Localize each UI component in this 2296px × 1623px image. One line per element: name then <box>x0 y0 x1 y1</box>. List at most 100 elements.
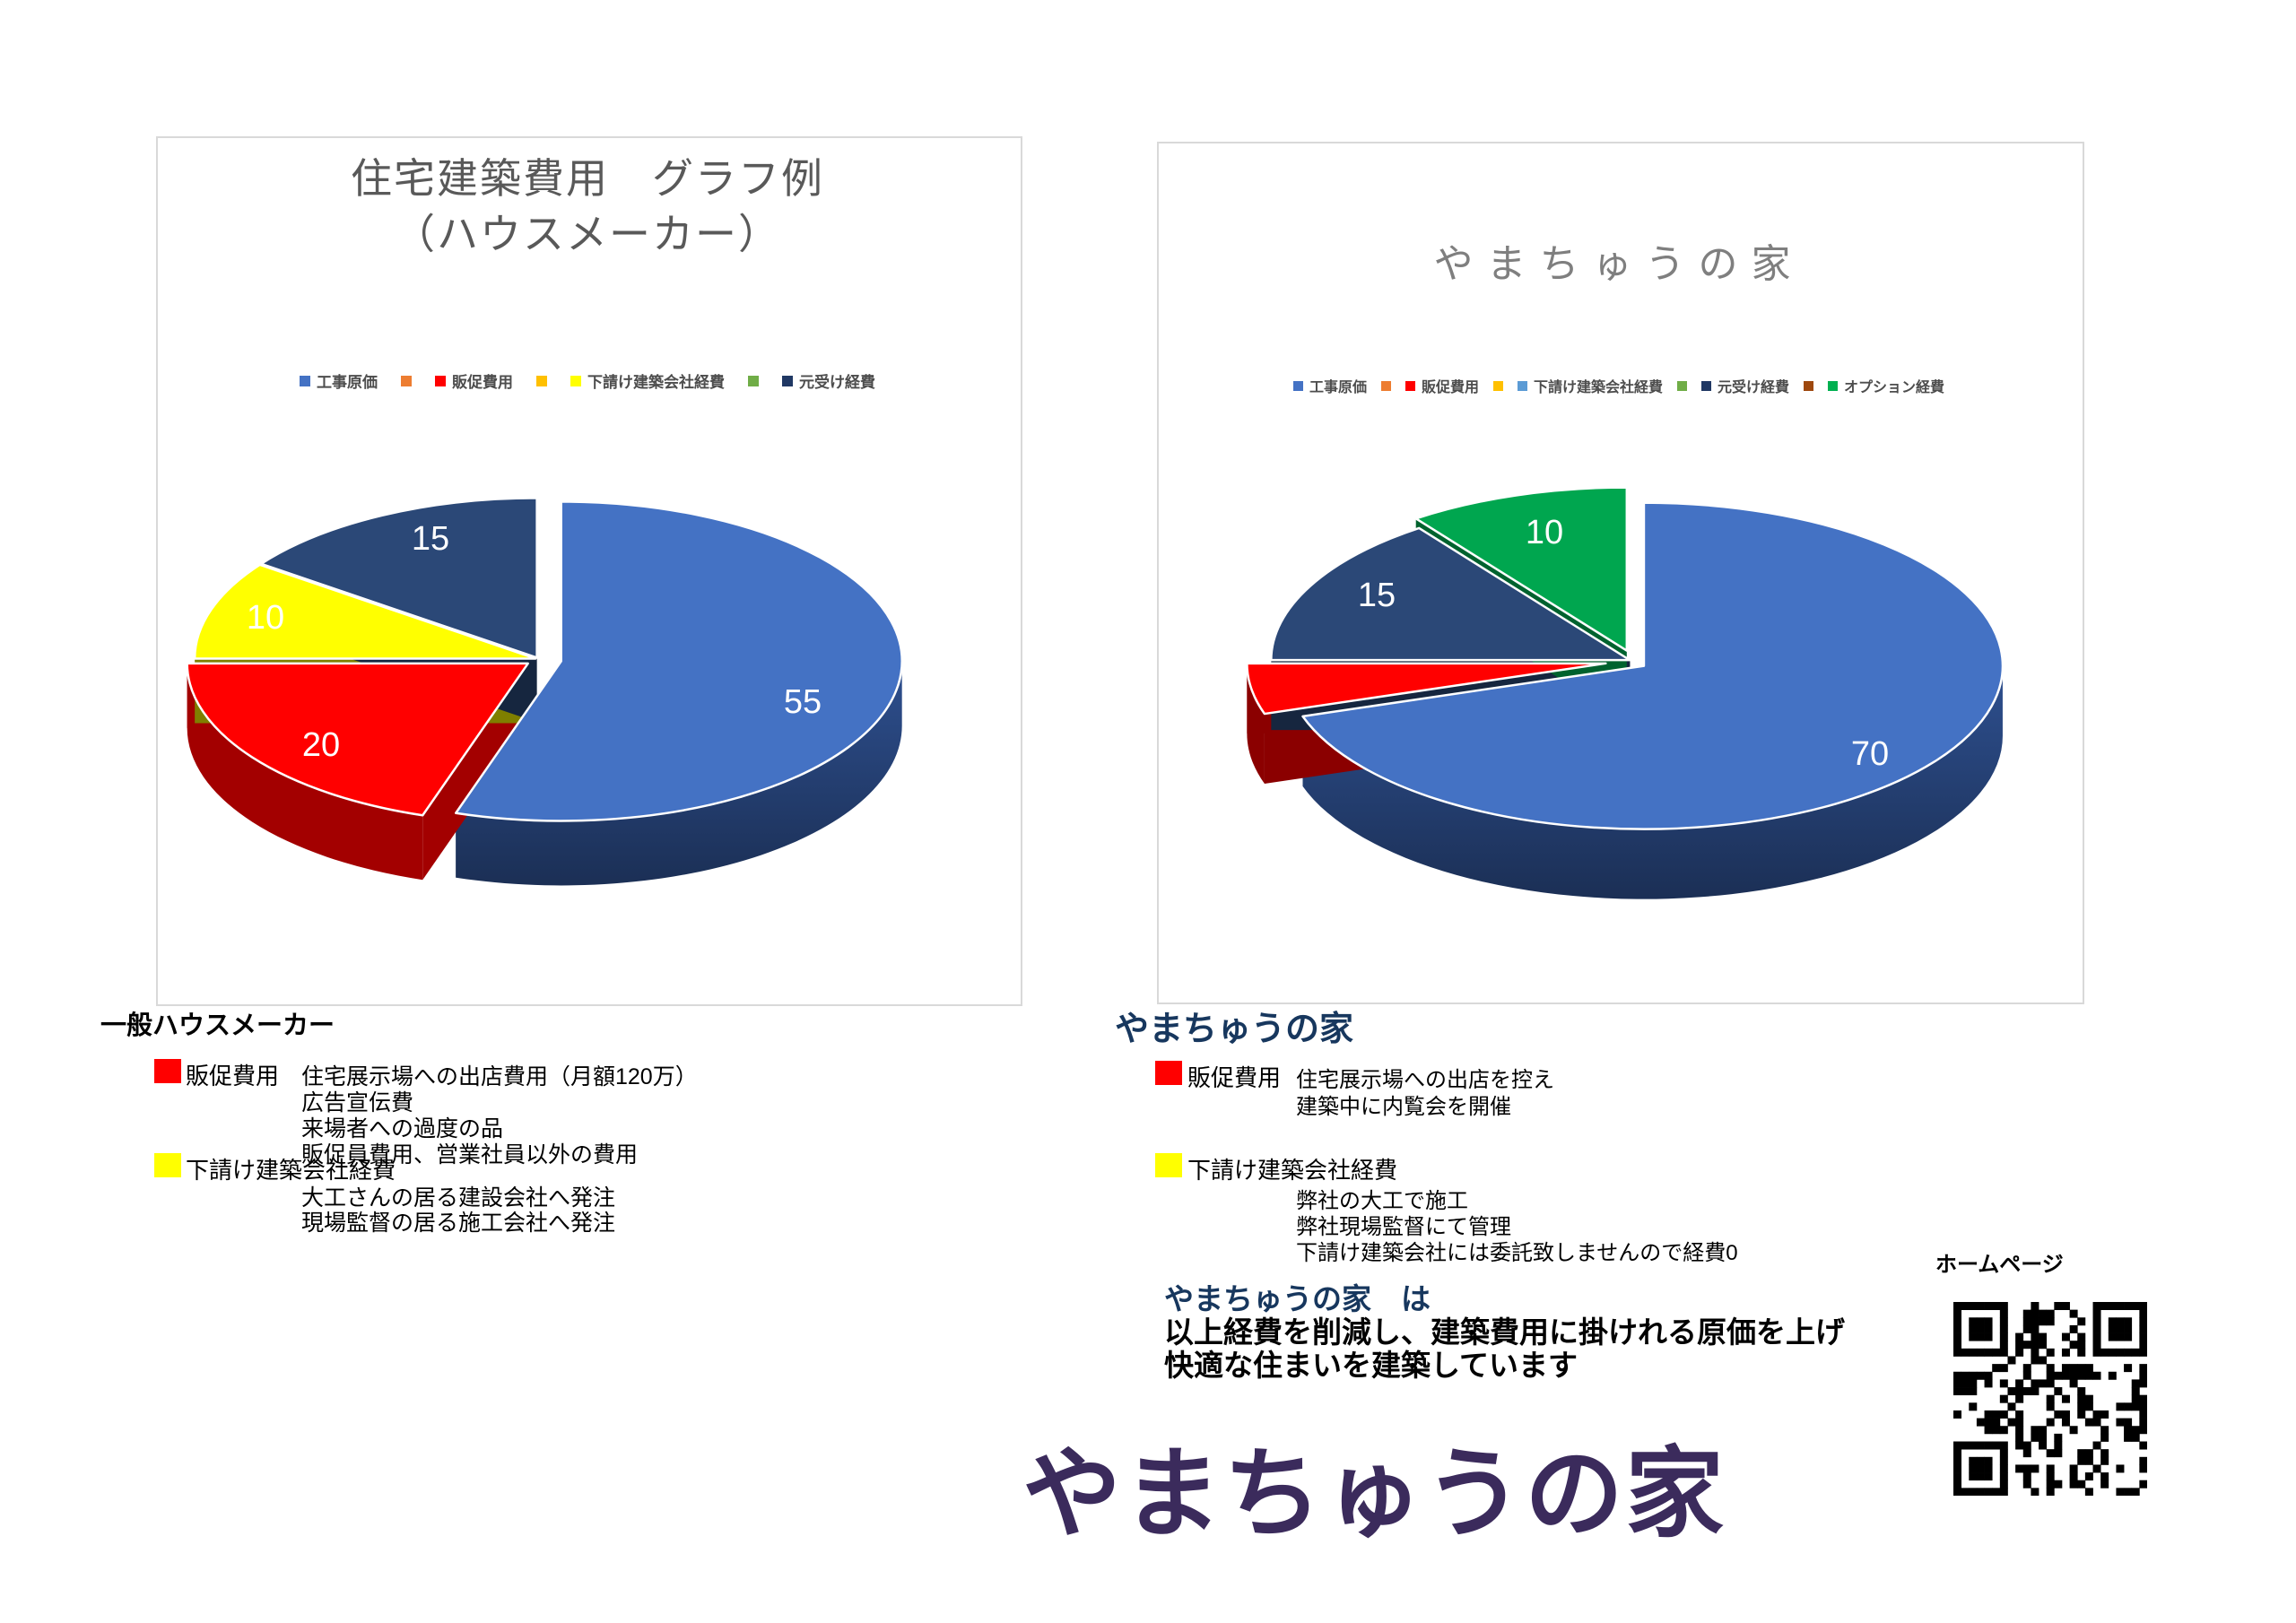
qr-module <box>2077 1480 2086 1488</box>
qr-module <box>1999 1341 2008 1350</box>
qr-module <box>2084 1394 2093 1403</box>
qr-module <box>2022 1449 2031 1458</box>
qr-module <box>1969 1302 1978 1310</box>
qr-module <box>2092 1410 2101 1419</box>
qr-module <box>2084 1456 2093 1465</box>
qr-module <box>1953 1410 1961 1419</box>
qr-module <box>2092 1324 2101 1333</box>
qr-module <box>1999 1364 2008 1373</box>
qr-module <box>2039 1341 2048 1350</box>
qr-module <box>1976 1371 1985 1380</box>
qr-module <box>2139 1332 2147 1341</box>
qr-module <box>2031 1488 2039 1496</box>
qr-module <box>2039 1379 2048 1388</box>
qr-module <box>2022 1387 2031 1396</box>
qr-module <box>1953 1441 1961 1450</box>
qr-module <box>2015 1410 2024 1419</box>
qr-module <box>2139 1480 2147 1488</box>
qr-module <box>2124 1426 2133 1435</box>
qr-module <box>2015 1426 2024 1435</box>
qr-module <box>2031 1433 2039 1442</box>
qr-module <box>1999 1317 2008 1326</box>
qr-module <box>2015 1387 2024 1396</box>
note-label: 販促費用 <box>186 1063 280 1089</box>
qr-module <box>2054 1433 2063 1442</box>
qr-module <box>1969 1456 1978 1465</box>
qr-module <box>2022 1464 2031 1473</box>
qr-module <box>1984 1488 1993 1496</box>
qr-module <box>1961 1348 1970 1357</box>
note-swatch-icon <box>1155 1061 1182 1085</box>
qr-module <box>2069 1324 2078 1333</box>
legend-label: 下請け建築会社経費 <box>1533 380 1663 395</box>
qr-module <box>1976 1317 1985 1326</box>
qr-module <box>1984 1371 1993 1380</box>
qr-module <box>1984 1464 1993 1473</box>
qr-module <box>2077 1456 2086 1465</box>
legend-item <box>1492 380 1503 391</box>
qr-module <box>1953 1371 1961 1380</box>
qr-module <box>2022 1341 2031 1350</box>
qr-module <box>2015 1332 2024 1341</box>
qr-module <box>1999 1379 2008 1388</box>
qr-module <box>2139 1317 2147 1326</box>
legend-item <box>536 375 547 386</box>
qr-module <box>1999 1441 2008 1450</box>
qr-module <box>2084 1402 2093 1411</box>
qr-module <box>2100 1302 2109 1310</box>
qr-module <box>2131 1387 2140 1396</box>
qr-module <box>2131 1348 2140 1357</box>
qr-module <box>1969 1441 1978 1450</box>
legend-item <box>1677 380 1687 391</box>
qr-module <box>2139 1324 2147 1333</box>
qr-module <box>2069 1379 2078 1388</box>
qr-module <box>2116 1418 2125 1427</box>
qr-module <box>2077 1449 2086 1458</box>
qr-module <box>2015 1433 2024 1442</box>
qr-module <box>2046 1480 2055 1488</box>
qr-module <box>2124 1488 2133 1496</box>
qr-module <box>1976 1348 1985 1357</box>
qr-module <box>1992 1418 2001 1427</box>
qr-module <box>2015 1348 2024 1357</box>
qr-module <box>2100 1426 2109 1435</box>
legend-item: 下請け建築会社経費 <box>570 369 725 392</box>
qr-module <box>2031 1426 2039 1435</box>
qr-module <box>2031 1356 2039 1365</box>
qr-module <box>2031 1317 2039 1326</box>
qr-module <box>2124 1364 2133 1373</box>
qr-module <box>2077 1402 2086 1411</box>
qr-module <box>1976 1302 1985 1310</box>
qr-module <box>2124 1332 2133 1341</box>
qr-module <box>1976 1464 1985 1473</box>
qr-module <box>2054 1449 2063 1458</box>
note-label: 下請け建築会社経費 <box>1187 1157 1398 1184</box>
qr-module <box>1961 1371 1970 1380</box>
qr-module <box>2046 1364 2055 1373</box>
qr-module <box>2015 1379 2024 1388</box>
qr-module <box>1999 1456 2008 1465</box>
qr-module <box>2039 1441 2048 1450</box>
legend-label: 元受け経費 <box>1718 380 1790 395</box>
qr-module <box>2116 1302 2125 1310</box>
qr-module <box>1953 1317 1961 1326</box>
left-chart-title: 住宅建築費用 グラフ例 （ハウスメーカー） <box>156 151 1019 262</box>
qr-module <box>2108 1317 2117 1326</box>
qr-module <box>2054 1371 2063 1380</box>
note-desc-line: 販促員費用、営業社員以外の費用 <box>301 1142 639 1167</box>
qr-module <box>2077 1348 2086 1357</box>
qr-module <box>1984 1302 1993 1310</box>
qr-module <box>2084 1472 2093 1481</box>
qr-module <box>1999 1472 2008 1481</box>
qr-module <box>2039 1426 2048 1435</box>
qr-module <box>2069 1426 2078 1435</box>
legend-swatch-icon <box>748 375 759 386</box>
qr-module <box>2046 1464 2055 1473</box>
qr-module <box>2022 1472 2031 1481</box>
legend-item: 販促費用 <box>1405 375 1479 396</box>
qr-module <box>2054 1387 2063 1396</box>
qr-module <box>2054 1410 2063 1419</box>
qr-module <box>2015 1394 2024 1403</box>
left-chart-title-line2: （ハウスメーカー） <box>394 211 781 257</box>
qr-module <box>2031 1348 2039 1357</box>
